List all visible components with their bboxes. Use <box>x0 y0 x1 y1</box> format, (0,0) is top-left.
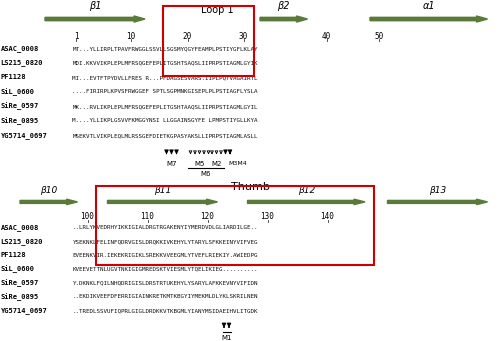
Text: MSEKVTLVIKPLEQLMLRSSGEFDIETKGPASYAKSLLIPRPSTIAGMLASLL: MSEKVTLVIKPLEQLMLRSSGEFDIETKGPASYAKSLLIP… <box>72 133 258 138</box>
FancyArrow shape <box>45 16 145 22</box>
Text: LS215_0820: LS215_0820 <box>0 238 43 245</box>
Text: 40: 40 <box>322 32 331 41</box>
Bar <box>162 6 254 76</box>
Text: M1: M1 <box>221 335 232 341</box>
Text: MI...EVTFTPYDVLLFRES R...PFDAGSESVARS.IIPLPQTVAGAIRTL: MI...EVTFTPYDVLLFRES R...PFDAGSESVARS.II… <box>72 75 258 80</box>
Text: β2: β2 <box>278 1 290 11</box>
FancyArrow shape <box>260 16 308 22</box>
Text: 110: 110 <box>140 212 154 221</box>
Text: ASAC_0008: ASAC_0008 <box>0 224 39 231</box>
Text: Loop 1: Loop 1 <box>201 5 234 15</box>
Text: M5: M5 <box>194 161 204 167</box>
Bar <box>96 186 374 265</box>
Text: YG5714_0697: YG5714_0697 <box>0 132 47 139</box>
Text: SiRe_0597: SiRe_0597 <box>0 279 39 287</box>
Text: SiRe_0597: SiRe_0597 <box>0 103 39 110</box>
Text: PF1128: PF1128 <box>0 252 26 258</box>
Text: YSEKNKLFELINFQDRVGISLDRQKKIVKEHYLYTARYLSFKKEINYVIFVEG: YSEKNKLFELINFQDRVGISLDRQKKIVKEHYLYTARYLS… <box>72 239 258 244</box>
Text: β1: β1 <box>89 1 101 11</box>
Text: KVEEVETTNLUGVTNKIGIGMREDSKTVIESMLYTQELIKIEG..........: KVEEVETTNLUGVTNKIGIGMREDSKTVIESMLYTQELIK… <box>72 267 258 272</box>
Text: 30: 30 <box>239 32 248 41</box>
Text: α1: α1 <box>422 1 435 11</box>
FancyArrow shape <box>388 199 488 205</box>
Text: 100: 100 <box>80 212 94 221</box>
Text: β10: β10 <box>40 186 58 195</box>
Text: M6: M6 <box>200 170 211 177</box>
Text: M7: M7 <box>166 161 177 167</box>
Text: SiL_0600: SiL_0600 <box>0 88 34 96</box>
Text: β11: β11 <box>154 186 171 195</box>
Text: ..TREDLSSVUFIQPRLGIGLDRDKKVTKBGMLYIANYMSIDAEIHVLITGDK: ..TREDLSSVUFIQPRLGIGLDRDKKVTKBGMLYIANYMS… <box>72 308 258 313</box>
Text: 1: 1 <box>74 32 78 41</box>
Text: EVEENKVIR.IEKEKRIGIKLSREKKVVEEGMLYTVEFLRIEKIY.AWIEDPG: EVEENKVIR.IEKEKRIGIKLSREKKVVEEGMLYTVEFLR… <box>72 253 258 258</box>
Text: 20: 20 <box>183 32 192 41</box>
Text: SiRe_0895: SiRe_0895 <box>0 293 39 301</box>
Text: ....FIRIRPLKPVSFRWGGEF SPTLSGPMNKGISEPLPLPSTIAGFLYSLA: ....FIRIRPLKPVSFRWGGEF SPTLSGPMNKGISEPLP… <box>72 89 258 94</box>
Text: 140: 140 <box>320 212 334 221</box>
Text: Thumb: Thumb <box>230 181 270 192</box>
FancyArrow shape <box>248 199 365 205</box>
Text: 130: 130 <box>260 212 274 221</box>
Text: LS215_0820: LS215_0820 <box>0 60 43 66</box>
Text: SiL_0600: SiL_0600 <box>0 265 34 273</box>
Text: 10: 10 <box>126 32 136 41</box>
Text: Y.DKNKLFQILNHQDRIGISLDRSTRTUKEHYLYSARYLAFKKEVNYVIFIDN: Y.DKNKLFQILNHQDRIGISLDRSTRTUKEHYLYSARYLA… <box>72 280 258 285</box>
FancyArrow shape <box>108 199 218 205</box>
FancyArrow shape <box>370 16 488 22</box>
Text: YG5714_0697: YG5714_0697 <box>0 307 47 314</box>
Text: ..LRLYKVEDRHYIKKIGIALDRGTRGAKENYIYMERDVDLGLIARDILGE..: ..LRLYKVEDRHYIKKIGIALDRGTRGAKENYIYMERDVD… <box>72 225 258 230</box>
Text: ASAC_0008: ASAC_0008 <box>0 45 39 52</box>
Text: MT...YLLIRPLTPAVFRWGGLSSVLLSGSMYQGYFEAMPLPSTIYGFLKLAY: MT...YLLIRPLTPAVFRWGGLSSVLLSGSMYQGYFEAMP… <box>72 46 258 51</box>
Text: β13: β13 <box>429 186 446 195</box>
Text: M....YLLIKPLGSVVFKMGGYNSI LLGGAINSGYFE LPMPSTIYGLLKYA: M....YLLIKPLGSVVFKMGGYNSI LLGGAINSGYFE L… <box>72 118 258 123</box>
Text: PF1128: PF1128 <box>0 74 26 80</box>
Text: SiRe_0895: SiRe_0895 <box>0 117 39 125</box>
Text: MK...RVLIKPLEPLMFRSQGEFEPLITGSHTAAQSLIIPRPSTIAGMLGYIL: MK...RVLIKPLEPLMFRSQGEFEPLITGSHTAAQSLIIP… <box>72 104 258 109</box>
Text: M3M4: M3M4 <box>228 161 247 166</box>
Text: ..EKDIKVEEFDFERRIGIAINKRETKMTKBGYIYMEKMLDLYKLSKRILNEN: ..EKDIKVEEFDFERRIGIAINKRETKMTKBGYIYMEKML… <box>72 294 258 299</box>
FancyArrow shape <box>20 199 78 205</box>
Text: β12: β12 <box>298 186 315 195</box>
Text: M2: M2 <box>212 161 222 167</box>
Text: MDI.KKVVIKPLEPLMFRSQGEFEPLITGSHTSAQSLIIPRPSTIAGMLGYIK: MDI.KKVVIKPLEPLMFRSQGEFEPLITGSHTSAQSLIIP… <box>72 60 258 65</box>
Text: 50: 50 <box>374 32 384 41</box>
Text: 120: 120 <box>200 212 214 221</box>
